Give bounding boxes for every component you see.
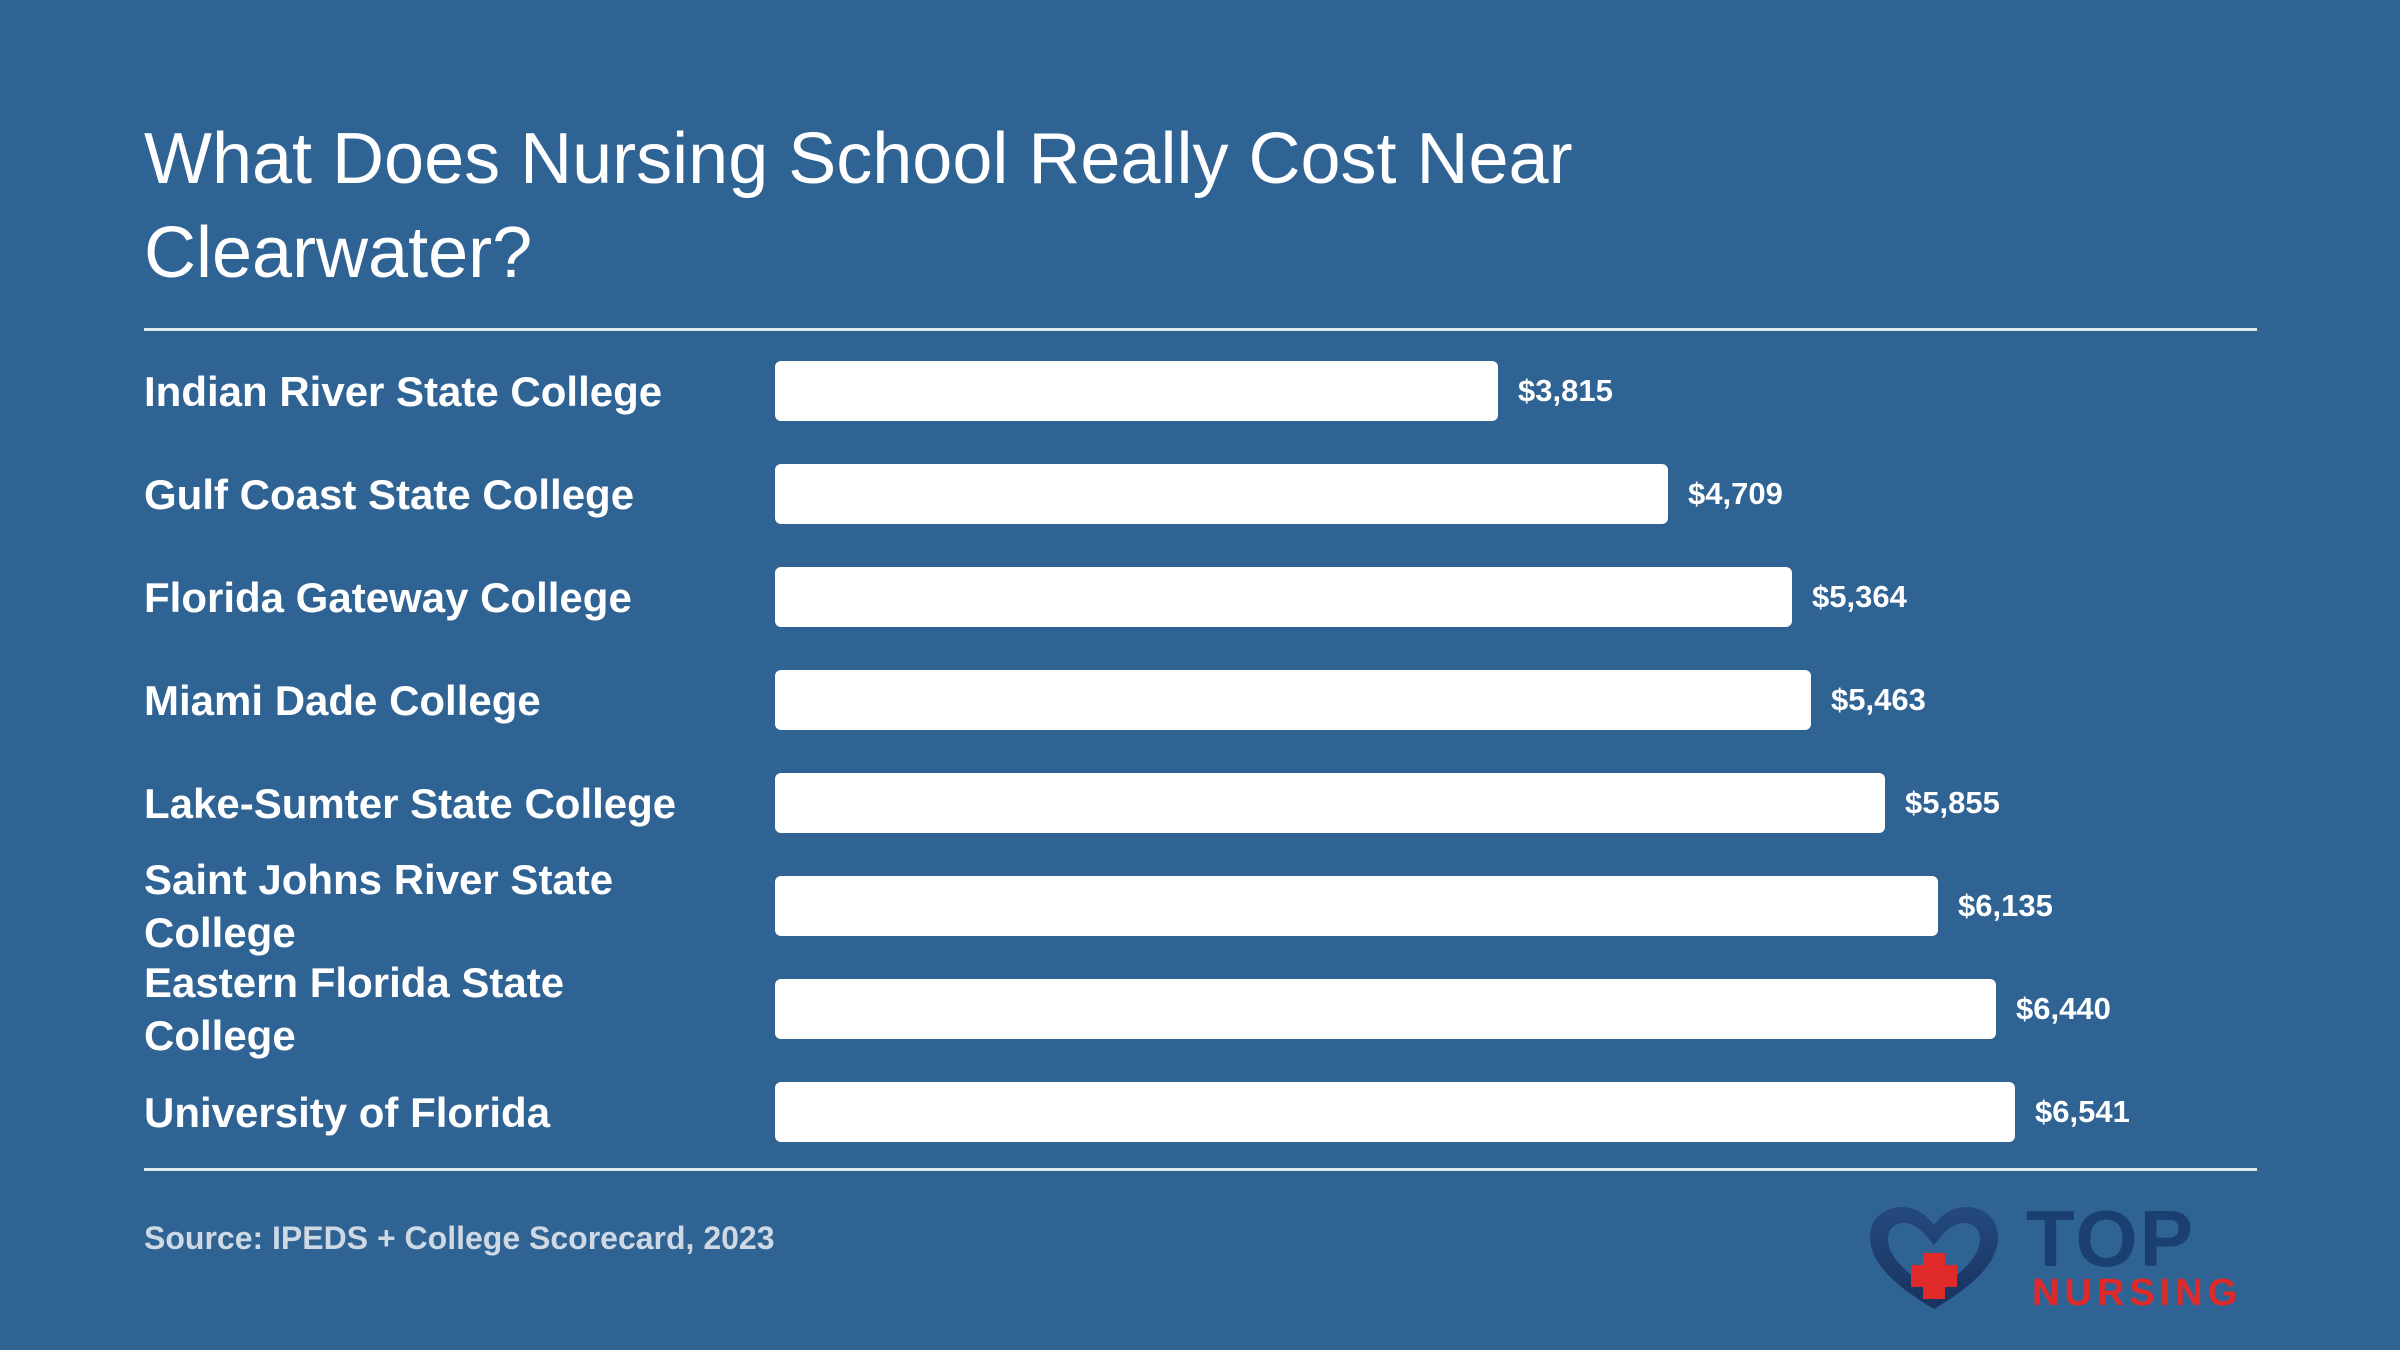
value-label: $4,709 <box>1688 476 1783 511</box>
bar <box>775 361 1498 421</box>
category-label: Florida Gateway College <box>144 573 632 621</box>
category-label: Indian River State College <box>144 367 663 415</box>
logo-nursing-text: NURSING <box>2032 1272 2243 1314</box>
source-note: Source: IPEDS + College Scorecard, 2023 <box>144 1220 775 1256</box>
bar <box>775 670 1811 730</box>
bar <box>775 876 1938 936</box>
category-label: Gulf Coast State College <box>144 470 635 518</box>
value-label: $3,815 <box>1518 373 1613 408</box>
value-label: $6,440 <box>2016 991 2111 1026</box>
category-label: University of Florida <box>144 1088 551 1136</box>
category-label: Lake-Sumter State College <box>144 779 677 827</box>
value-label: $5,364 <box>1812 579 1907 614</box>
logo-top-text: TOP <box>2026 1194 2196 1283</box>
category-label: Eastern Florida State College <box>144 959 565 1059</box>
top-nursing-logo: TOP NURSING <box>1864 1199 2264 1315</box>
value-label: $6,135 <box>1958 888 2053 923</box>
bar <box>775 1082 2015 1142</box>
category-label: Saint Johns River State College <box>144 856 614 956</box>
value-label: $6,541 <box>2035 1094 2130 1129</box>
bar <box>775 567 1792 627</box>
value-label: $5,855 <box>1905 785 2000 820</box>
chart-title: What Does Nursing School Really Cost Nea… <box>144 119 1573 293</box>
top-divider <box>144 328 2257 331</box>
value-label: $5,463 <box>1831 682 1926 717</box>
bottom-divider <box>144 1168 2257 1171</box>
category-label: Miami Dade College <box>144 676 541 724</box>
bar <box>775 979 1996 1039</box>
bar <box>775 773 1885 833</box>
heart-cross-icon <box>1870 1207 1998 1309</box>
bar <box>775 464 1668 524</box>
